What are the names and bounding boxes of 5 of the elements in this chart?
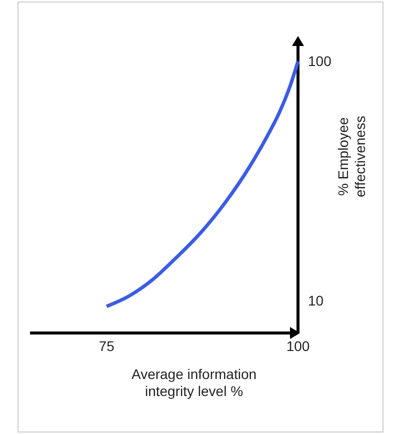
y-axis-title: % Employee effectiveness	[335, 116, 368, 198]
x-axis-title: Average information integrity level %	[131, 366, 257, 399]
line-series	[104, 60, 300, 308]
y-tick-label: 10	[308, 292, 324, 309]
x-tick-label: 75	[98, 338, 115, 354]
